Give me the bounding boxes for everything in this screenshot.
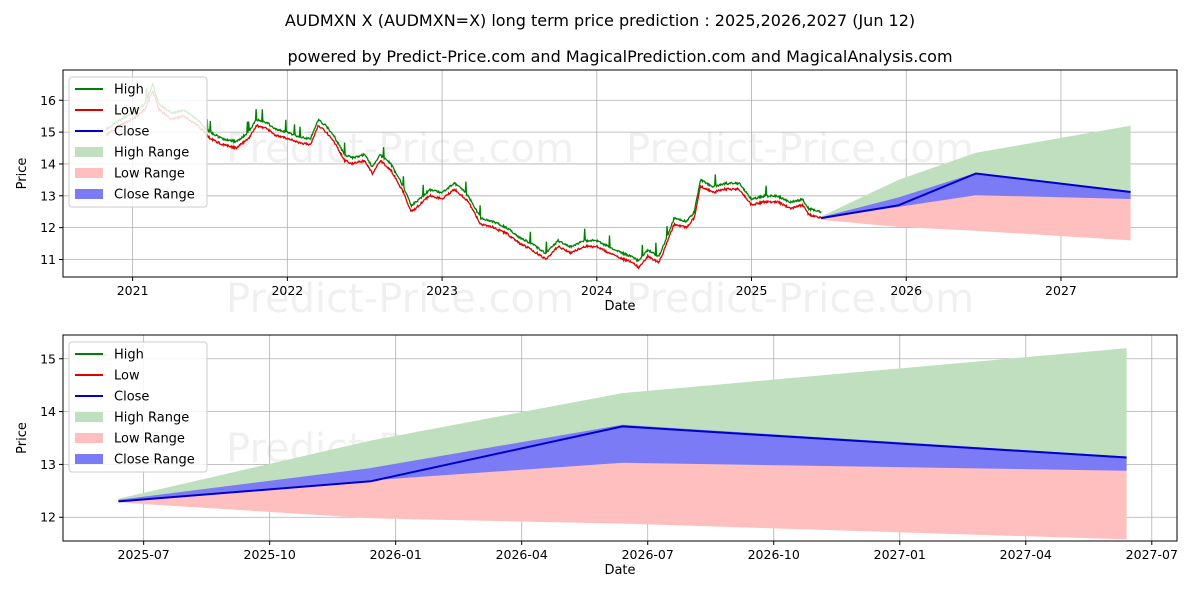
legend-swatch-low_range xyxy=(75,168,103,178)
close-range-band xyxy=(821,172,1131,219)
x-tick-label: 2026-07 xyxy=(622,547,674,562)
axes-frame xyxy=(62,69,1178,278)
y-axis-label: Price xyxy=(15,158,30,190)
high-history-line xyxy=(105,81,822,263)
legend-label: High Range xyxy=(114,411,189,426)
y-tick-label: 14 xyxy=(40,156,56,171)
low-history-line xyxy=(105,89,822,270)
watermark-text: Predict-Price.com xyxy=(226,126,574,172)
x-axis-label: Date xyxy=(604,563,635,578)
close-range-band xyxy=(118,424,1127,502)
x-tick-label: 2027 xyxy=(1045,283,1077,298)
bottom-panel: Predict-Price.comPredict-Price.com2025-0… xyxy=(15,334,1178,578)
watermark-text: Predict-Price.com xyxy=(226,276,574,322)
legend-label: Close xyxy=(114,390,149,405)
y-tick-label: 15 xyxy=(40,351,56,366)
legend-label: Low Range xyxy=(114,167,185,182)
x-tick-label: 2022 xyxy=(271,283,303,298)
legend-label: High xyxy=(114,83,144,98)
legend-swatch-high_range xyxy=(75,147,103,157)
x-tick-label: 2024 xyxy=(581,283,613,298)
x-tick-label: 2021 xyxy=(117,283,149,298)
x-tick-label: 2026 xyxy=(890,283,922,298)
x-tick-label: 2023 xyxy=(426,283,458,298)
legend-swatch-close_range xyxy=(75,454,103,464)
legend: High Low Close High Range Low Range Close Ran… xyxy=(68,341,208,473)
legend-label: Low xyxy=(114,104,140,119)
y-tick-label: 12 xyxy=(40,510,56,525)
watermark-text: Predict-Price.com xyxy=(626,276,974,322)
x-tick-label: 2025-10 xyxy=(244,547,296,562)
legend-swatch-low_range xyxy=(75,433,103,443)
y-tick-label: 13 xyxy=(40,188,56,203)
chart-subtitle: powered by Predict-Price.com and Magical… xyxy=(287,47,952,66)
x-tick-label: 2026-04 xyxy=(496,547,548,562)
plot-area xyxy=(105,81,1131,270)
x-tick-label: 2027-01 xyxy=(874,547,926,562)
chart-title: AUDMXN X (AUDMXN=X) long term price pred… xyxy=(285,11,915,30)
legend-label: Close Range xyxy=(114,453,195,468)
axes-frame xyxy=(62,334,1178,542)
legend-label: Close xyxy=(114,125,149,140)
x-axis-label: Date xyxy=(604,299,635,314)
high-range-band xyxy=(821,125,1131,219)
legend-label: Close Range xyxy=(114,188,195,203)
legend-label: High xyxy=(114,348,144,363)
x-tick-label: 2025 xyxy=(736,283,768,298)
x-tick-label: 2026-10 xyxy=(748,547,800,562)
legend: High Low Close High Range Low Range Close Ran… xyxy=(68,76,208,208)
legend-box xyxy=(68,341,208,473)
legend-label: High Range xyxy=(114,146,189,161)
x-tick-label: 2027-04 xyxy=(1000,547,1052,562)
y-tick-label: 15 xyxy=(40,125,56,140)
y-tick-label: 14 xyxy=(40,404,56,419)
close-forecast-line xyxy=(118,425,1127,503)
x-tick-label: 2027-07 xyxy=(1126,547,1178,562)
legend-box xyxy=(68,76,208,208)
legend-swatch-close_range xyxy=(75,189,103,199)
plot-area xyxy=(118,348,1127,540)
legend-label: Low xyxy=(114,369,140,384)
y-tick-label: 12 xyxy=(40,220,56,235)
x-tick-label: 2026-01 xyxy=(370,547,422,562)
y-tick-label: 11 xyxy=(40,252,56,267)
watermark-text: Predict-Price.com xyxy=(626,126,974,172)
top-panel: Predict-Price.com Predict-Price.com Predic… xyxy=(15,69,1178,322)
y-axis-label: Price xyxy=(15,422,30,454)
close-forecast-line xyxy=(820,172,1131,220)
legend-swatch-high_range xyxy=(75,412,103,422)
y-tick-label: 16 xyxy=(40,93,56,108)
y-tick-label: 13 xyxy=(40,457,56,472)
x-tick-label: 2025-07 xyxy=(118,547,170,562)
legend-label: Low Range xyxy=(114,432,185,447)
